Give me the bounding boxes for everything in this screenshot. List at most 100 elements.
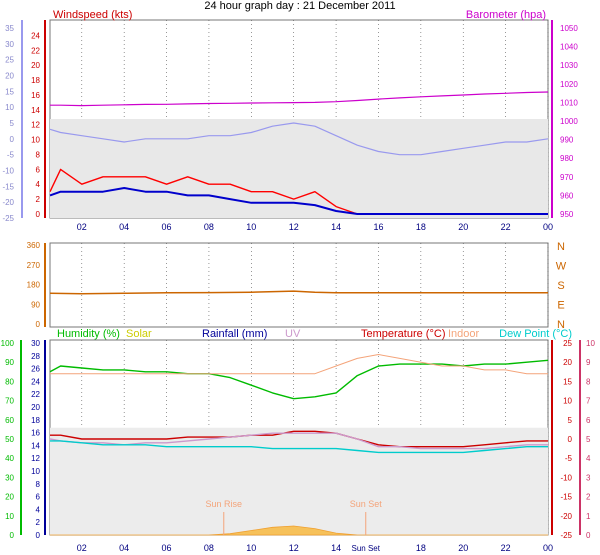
windspeed-tick: 6	[36, 165, 41, 174]
direction-tick: 90	[31, 300, 40, 309]
solar-label: Solar	[126, 328, 152, 340]
wind-x-tick-label: 08	[204, 222, 214, 232]
windspeed-tick: 16	[31, 91, 40, 100]
windspeed-label: Windspeed (kts)	[53, 9, 132, 21]
wind-x-tick-label: 02	[77, 222, 87, 232]
series-temperature	[50, 430, 548, 448]
wind-x-tick-label: 20	[458, 222, 468, 232]
series-solar	[50, 525, 548, 536]
rain-tick: 30	[31, 339, 40, 348]
rain-tick: 28	[31, 352, 40, 361]
barometer-tick: 960	[560, 191, 574, 200]
direction-tick: 270	[27, 261, 41, 270]
far-left-tick: 0	[10, 135, 15, 144]
uv-tick: 1	[586, 512, 591, 521]
rain-tick: 0	[36, 531, 41, 540]
windspeed-tick: 12	[31, 121, 40, 130]
barometer-tick: 1010	[560, 98, 578, 107]
far-left-tick: -25	[2, 214, 14, 223]
rain-tick: 26	[31, 365, 40, 374]
humidity-tick: 80	[5, 377, 14, 386]
series-direction	[49, 290, 548, 295]
weather-x-tick-label: 08	[204, 543, 214, 553]
direction-tick: 180	[27, 281, 41, 290]
sun-set-label: Sun Set	[350, 499, 383, 509]
humidity-tick: 0	[10, 531, 15, 540]
humidity-tick: 90	[5, 358, 14, 367]
humidity-tick: 10	[5, 512, 14, 521]
barometer-tick: 1040	[560, 43, 578, 52]
direction-tick: 0	[36, 320, 41, 329]
wind-x-tick-label: 10	[246, 222, 256, 232]
sun-set-axis-label: Sun Set	[352, 544, 381, 553]
rain-tick: 8	[36, 480, 41, 489]
humidity-tick: 100	[1, 339, 15, 348]
wind-x-tick-label: 06	[162, 222, 172, 232]
humidity-tick: 70	[5, 397, 14, 406]
uv-tick: 5	[586, 435, 591, 444]
barometer-tick: 1020	[560, 80, 578, 89]
wind-x-tick-label: 14	[331, 222, 341, 232]
rain-tick: 4	[36, 505, 41, 514]
windspeed-tick: 14	[31, 106, 40, 115]
weather-x-tick-label: 12	[289, 543, 299, 553]
wind-x-tick-label: 04	[119, 222, 129, 232]
compass-label: E	[557, 300, 564, 312]
barometer-tick: 970	[560, 173, 574, 182]
windspeed-tick: 18	[31, 76, 40, 85]
weather-x-tick-label: 06	[162, 543, 172, 553]
barometer-tick: 1030	[560, 61, 578, 70]
wind-x-tick-label: 12	[289, 222, 299, 232]
far-left-tick: 5	[10, 119, 15, 128]
uv-tick: 7	[586, 397, 591, 406]
temperature-tick: -20	[560, 512, 572, 521]
compass-label: N	[557, 319, 565, 331]
rainfall-label: Rainfall (mm)	[202, 328, 267, 340]
far-left-tick: 20	[5, 72, 14, 81]
compass-label: N	[557, 241, 565, 253]
series-windavg	[49, 187, 548, 215]
weather-panel-shade	[50, 427, 548, 535]
far-left-tick: -5	[7, 151, 15, 160]
rain-tick: 16	[31, 429, 40, 438]
rain-tick: 10	[31, 467, 40, 476]
windspeed-tick: 24	[31, 31, 40, 40]
uv-tick: 9	[586, 358, 591, 367]
wind-x-tick-label: 00	[543, 222, 553, 232]
sun-rise-label: Sun Rise	[206, 499, 243, 509]
rain-tick: 24	[31, 377, 40, 386]
rain-tick: 20	[31, 403, 40, 412]
direction-tick: 360	[27, 241, 41, 250]
humidity-label: Humidity (%)	[57, 328, 120, 340]
weather-x-tick-label: 02	[77, 543, 87, 553]
temperature-tick: -5	[565, 454, 573, 463]
far-left-tick: -20	[2, 198, 14, 207]
weather-x-tick-label: 00	[543, 543, 553, 553]
rain-tick: 22	[31, 390, 40, 399]
far-left-tick: -15	[2, 182, 14, 191]
windspeed-tick: 4	[36, 180, 41, 189]
weather-x-tick-label: 04	[119, 543, 129, 553]
temperature-tick: 0	[568, 435, 573, 444]
compass-label: W	[556, 261, 567, 273]
far-left-tick: -10	[2, 167, 14, 176]
barometer-tick: 1000	[560, 117, 578, 126]
windspeed-tick: 0	[36, 210, 41, 219]
wind-x-tick-label: 22	[501, 222, 511, 232]
uv-tick: 2	[586, 493, 591, 502]
temperature-tick: 20	[563, 358, 572, 367]
rain-tick: 12	[31, 454, 40, 463]
uv-tick: 3	[586, 473, 591, 482]
temperature-label: Temperature (°C)	[361, 328, 445, 340]
far-left-tick: 10	[5, 103, 14, 112]
direction-panel-frame	[49, 242, 549, 328]
far-left-tick: 35	[5, 24, 14, 33]
dewpoint-label: Dew Point (°C)	[499, 328, 572, 340]
temperature-tick: 10	[563, 397, 572, 406]
far-left-tick: 15	[5, 87, 14, 96]
compass-label: S	[557, 280, 564, 292]
weather-x-tick-label: 18	[416, 543, 426, 553]
humidity-tick: 20	[5, 493, 14, 502]
temperature-tick: -15	[560, 493, 572, 502]
